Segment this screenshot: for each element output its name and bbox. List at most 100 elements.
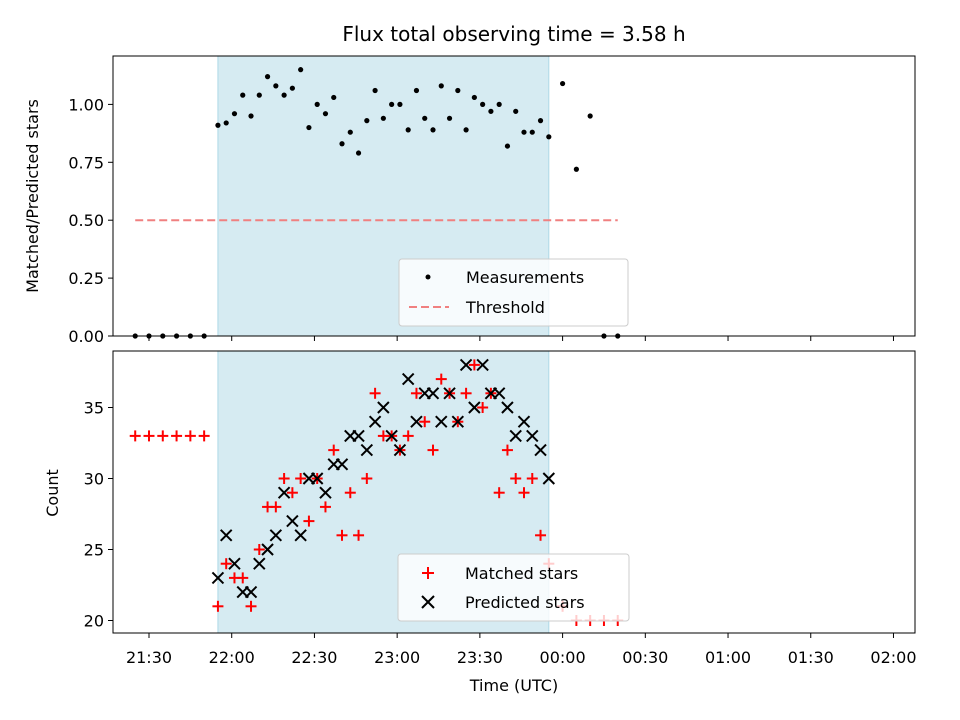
measurement-point: [347, 129, 353, 135]
measurement-point: [537, 118, 544, 124]
predicted-star-point: [410, 415, 423, 428]
y-tick-label: 0.00: [68, 327, 104, 346]
measurement-point: [331, 94, 337, 101]
predicted-star-point: [277, 486, 291, 499]
predicted-star-point: [435, 415, 448, 428]
top-y-axis: 0.00 0.25 0.50 0.75 1.00: [68, 95, 113, 346]
measurement-point: [513, 108, 519, 114]
measurement-point: [231, 111, 238, 117]
measurement-point: [587, 113, 593, 119]
matched-star-point: [435, 373, 447, 385]
predicted-star-point: [253, 557, 266, 570]
predicted-star-point: [534, 443, 547, 457]
measurement-point: [322, 111, 329, 117]
measurement-point: [413, 87, 420, 94]
measurement-point: [496, 101, 502, 107]
predicted-star-point: [244, 585, 258, 599]
measurement-point: [364, 118, 370, 124]
legend-label-threshold: Threshold: [465, 298, 545, 317]
x-tick-label: 01:00: [705, 648, 751, 667]
bottom-x-axis: 21:30 22:00 22:30 23:00 23:30 00:00 00:30 01:00…: [126, 633, 917, 667]
matched-star-point: [129, 430, 141, 442]
predicted-star-point: [501, 401, 514, 414]
matched-star-point: [501, 444, 513, 456]
predicted-star-point: [385, 429, 398, 443]
x-tick-label: 00:00: [540, 648, 586, 667]
matched-star-point: [328, 444, 340, 456]
bottom-panel: 20 25 30 35 21:30 22:00 22:30 23:00 23:30 00:00 0…: [43, 336, 917, 695]
measurement-point: [446, 115, 453, 121]
measurement-point: [422, 115, 428, 121]
predicted-star-point: [319, 486, 332, 499]
matched-star-point: [220, 558, 232, 570]
predicted-star-point: [269, 529, 283, 542]
matched-star-point: [535, 529, 547, 541]
y-tick-label: 20: [84, 612, 104, 631]
predicted-star-point: [360, 443, 374, 457]
measurement-point: [256, 92, 262, 98]
matched-star-point: [157, 430, 169, 442]
matched-star-point: [361, 473, 373, 484]
predicted-star-point: [393, 443, 407, 457]
matched-star-point: [295, 473, 307, 484]
matched-star-point: [369, 387, 381, 399]
y-tick-label: 0.25: [68, 269, 104, 288]
matched-star-point: [477, 402, 489, 413]
measurement-point: [438, 83, 444, 89]
measurement-point: [223, 120, 229, 126]
predicted-star-point: [401, 372, 415, 386]
predicted-star-point: [517, 415, 531, 428]
x-tick-label: 22:30: [291, 648, 337, 667]
matched-star-point: [493, 487, 505, 499]
measurement-point: [455, 87, 461, 94]
top-plot-frame: [112, 55, 916, 337]
chart-title: Flux total observing time = 3.58 h: [342, 22, 685, 46]
predicted-star-point: [468, 401, 481, 414]
measurement-point: [430, 127, 436, 133]
y-tick-label: 30: [84, 470, 104, 489]
measurement-point: [240, 92, 246, 98]
measurement-point: [546, 134, 552, 140]
measurement-point: [521, 129, 527, 135]
matched-star-point: [171, 430, 183, 442]
measurement-point: [389, 101, 395, 107]
legend-dot-icon: [425, 274, 431, 280]
predicted-star-point: [286, 514, 299, 528]
matched-star-point: [402, 430, 414, 442]
matched-star-point: [336, 529, 348, 541]
measurement-point: [306, 124, 312, 131]
measurement-point: [397, 101, 403, 107]
x-axis-label: Time (UTC): [469, 676, 558, 695]
measurement-point: [298, 67, 304, 73]
bottom-legend: Matched stars Predicted stars: [397, 553, 630, 622]
y-tick-label: 35: [84, 399, 104, 418]
measurement-point: [314, 101, 320, 107]
predicted-star-point: [219, 529, 233, 542]
top-legend: Measurements Threshold: [398, 258, 629, 327]
bottom-y-axis: 20 25 30 35: [84, 399, 113, 631]
matched-star-point: [526, 473, 538, 484]
matched-star-point: [319, 501, 331, 513]
x-tick-label: 02:00: [870, 648, 916, 667]
matched-star-point: [184, 430, 196, 442]
predicted-star-point: [377, 401, 390, 414]
legend-label-predicted: Predicted stars: [465, 593, 585, 612]
predicted-star-point: [526, 429, 539, 443]
y-tick-label: 25: [84, 541, 104, 560]
bottom-legend-box: [397, 553, 630, 622]
measurement-point: [372, 87, 378, 94]
predicted-star-point: [542, 472, 556, 485]
matched-star-point: [353, 529, 365, 541]
predicted-star-point: [352, 429, 365, 443]
y-tick-label: 0.50: [68, 211, 104, 230]
x-tick-label: 23:00: [374, 648, 420, 667]
predicted-star-point: [492, 387, 506, 400]
measurement-point: [480, 101, 486, 107]
top-x-tick-marks: [148, 336, 894, 341]
predicted-star-point: [476, 358, 489, 372]
matched-star-point: [212, 600, 224, 612]
predicted-star-point: [426, 387, 440, 400]
matched-star-point: [237, 572, 249, 584]
bottom-plot-frame: [112, 350, 916, 634]
